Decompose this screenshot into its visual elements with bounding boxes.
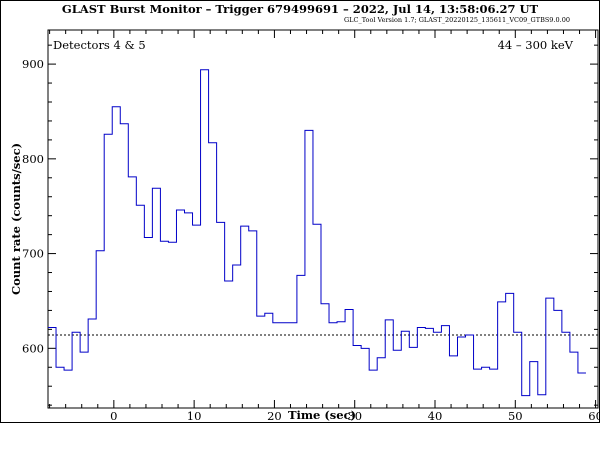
tick-labels: 0 10 20 30 40 50 60 600 700 800 900 [22,57,600,423]
x-tick-label: 50 [508,409,523,423]
y-tick-label: 900 [22,57,44,71]
x-tick-label: 10 [187,409,202,423]
x-axis-label: Time (sec) [288,408,356,422]
page-frame [0,0,600,423]
axis-ticks [48,30,598,408]
lightcurve-series [48,69,586,397]
x-tick-label: 20 [267,409,282,423]
y-axis-label: Count rate (counts/sec) [9,143,23,295]
chart-title: GLAST Burst Monitor – Trigger 679499691 … [61,2,539,16]
y-tick-label: 600 [22,341,44,355]
annotation-energy: 44 – 300 keV [498,38,574,52]
x-tick-label: 60 [588,409,600,423]
annotation-detectors: Detectors 4 & 5 [53,38,146,52]
plot-frame [47,29,599,409]
x-tick-label: 30 [347,409,362,423]
chart-subtitle: GLC_Tool Version 1.7; GLAST_20220125_135… [343,16,570,24]
x-tick-label: 40 [428,409,443,423]
x-tick-label: 0 [110,409,117,423]
y-tick-label: 800 [22,152,44,166]
y-tick-label: 700 [22,247,44,261]
